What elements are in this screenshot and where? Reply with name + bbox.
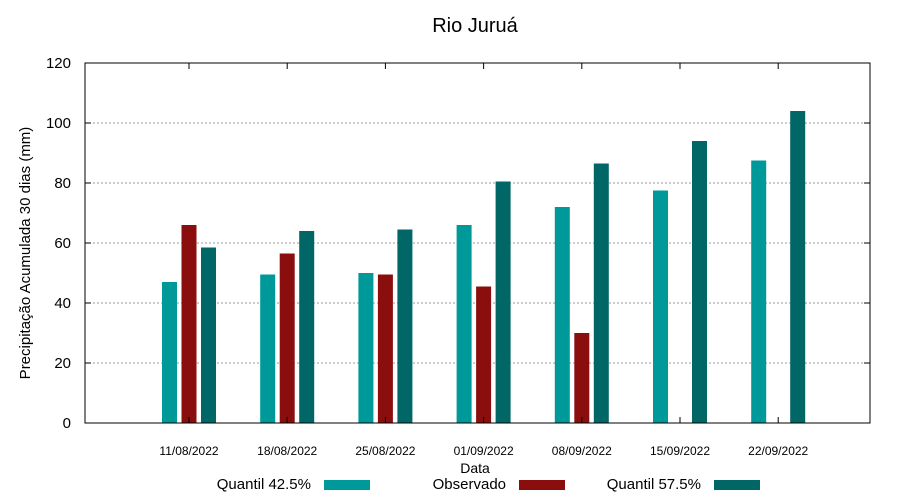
y-tick-label: 0 (63, 415, 71, 432)
y-tick-label: 60 (54, 235, 71, 252)
y-tick-label: 120 (46, 55, 71, 72)
x-tick-label: 11/08/2022 (159, 444, 218, 458)
bar-observado-2 (377, 274, 393, 423)
bar-quantil-42-5--5 (653, 190, 668, 423)
legend-swatch (714, 480, 760, 490)
legend-label: Observado (433, 476, 506, 493)
bar-quantil-42-5--1 (260, 274, 276, 423)
bar-quantil-57-5--6 (790, 111, 806, 423)
bar-observado-0 (181, 225, 197, 423)
y-tick-label: 20 (54, 355, 71, 372)
x-tick-label: 01/09/2022 (454, 444, 514, 458)
bar-observado-4 (574, 333, 590, 423)
y-tick-label: 80 (54, 175, 71, 192)
bar-quantil-57-5--2 (397, 229, 413, 423)
legend-swatch (324, 480, 370, 490)
x-tick-label: 25/08/2022 (355, 444, 415, 458)
y-axis: 0 20 40 60 80 100 120 (46, 55, 870, 432)
legend: Quantil 42.5% Observado Quantil 57.5% (217, 476, 760, 493)
bar-quantil-57-5--5 (692, 141, 707, 423)
bar-quantil-57-5--1 (299, 231, 315, 423)
bar-quantil-42-5--6 (751, 160, 767, 423)
bar-quantil-57-5--3 (495, 181, 511, 423)
legend-label: Quantil 42.5% (217, 476, 311, 493)
x-axis: 11/08/2022 18/08/2022 25/08/2022 01/09/2022… (159, 63, 809, 458)
bar-quantil-42-5--4 (554, 207, 570, 423)
legend-swatch (519, 480, 565, 490)
bar-quantil-42-5--2 (358, 273, 374, 423)
x-tick-label: 08/09/2022 (552, 444, 612, 458)
bar-observado-3 (476, 286, 492, 423)
y-tick-label: 40 (54, 295, 71, 312)
x-axis-label: Data (460, 460, 490, 476)
bar-observado-1 (279, 253, 295, 423)
bar-quantil-57-5--4 (593, 163, 609, 423)
y-tick-label: 100 (46, 115, 71, 132)
bar-quantil-57-5--0 (201, 247, 216, 423)
x-tick-label: 18/08/2022 (257, 444, 317, 458)
x-tick-label: 15/09/2022 (650, 444, 710, 458)
chart-title: Rio Juruá (432, 15, 518, 37)
bars (162, 111, 806, 423)
bar-quantil-42-5--3 (456, 225, 472, 423)
bar-quantil-42-5--0 (162, 282, 177, 423)
y-axis-label: Precipitação Acumulada 30 dias (mm) (17, 127, 34, 380)
legend-label: Quantil 57.5% (607, 476, 701, 493)
x-tick-label: 22/09/2022 (748, 444, 808, 458)
